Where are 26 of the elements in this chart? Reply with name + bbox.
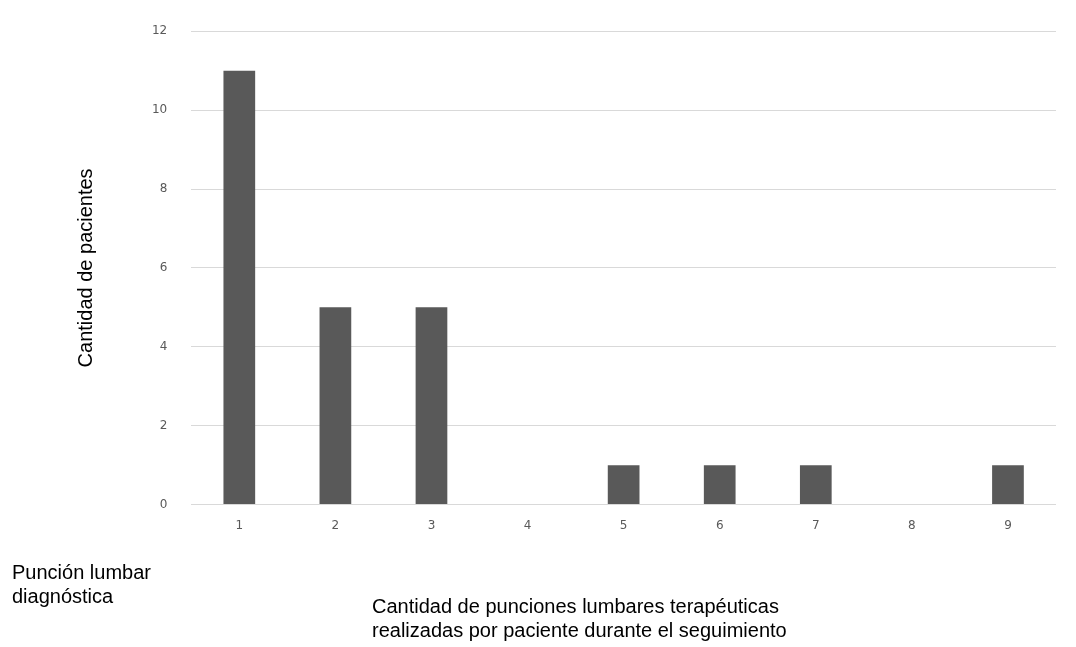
y-tick-label: 4 bbox=[159, 338, 168, 353]
x-tick-label: 1 bbox=[235, 517, 244, 532]
x-tick-label: 2 bbox=[331, 517, 340, 532]
bar bbox=[992, 465, 1024, 505]
y-tick-label: 12 bbox=[151, 23, 168, 38]
y-tick-label: 0 bbox=[159, 496, 168, 511]
bar bbox=[415, 307, 448, 505]
x-tick-label: 4 bbox=[523, 517, 532, 532]
bar bbox=[223, 70, 256, 505]
y-tick-label: 10 bbox=[151, 102, 168, 117]
bar bbox=[703, 465, 736, 505]
text: Punción lumbar diagnóstica bbox=[12, 560, 152, 608]
y-tick-label: 6 bbox=[159, 260, 168, 275]
x-tick-label: 9 bbox=[1004, 517, 1012, 532]
x-axis-title: Cantidad de punciones lumbares terapéuticas realizadas por paciente durante el seguimiento bbox=[372, 594, 788, 642]
x-tick-label: 7 bbox=[811, 517, 820, 532]
x-tick-label: 6 bbox=[715, 517, 724, 532]
bar bbox=[319, 307, 352, 505]
bar bbox=[799, 465, 832, 505]
bar bbox=[607, 465, 640, 505]
x-tick-label: 3 bbox=[427, 517, 436, 532]
x-tick-label: 5 bbox=[619, 517, 628, 532]
y-tick-label: 2 bbox=[159, 417, 168, 432]
y-tick-label: 8 bbox=[159, 181, 168, 196]
y-axis-title: Cantidad de pacientes bbox=[73, 168, 96, 368]
x-tick-label: 8 bbox=[908, 517, 916, 532]
